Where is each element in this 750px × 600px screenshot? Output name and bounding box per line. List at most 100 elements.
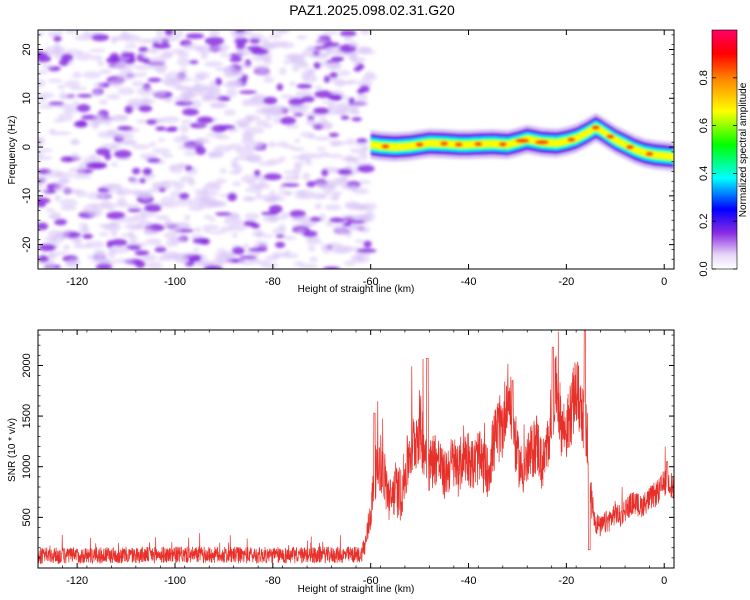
- noise-blob: [325, 46, 334, 55]
- noise-blob: [110, 141, 121, 151]
- noise-blob: [194, 188, 208, 195]
- noise-blob: [161, 116, 180, 124]
- noise-blob: [43, 51, 62, 55]
- x-tick-label: -80: [265, 276, 281, 288]
- noise-blobs: [38, 30, 378, 269]
- noise-blob: [93, 250, 105, 259]
- noise-blob: [229, 56, 242, 63]
- noise-blob: [208, 30, 220, 37]
- noise-blob: [328, 62, 340, 70]
- noise-blob: [71, 156, 84, 161]
- x-tick-label: -60: [363, 276, 379, 288]
- noise-blob: [223, 72, 236, 78]
- y-tick-label: 20: [21, 43, 33, 55]
- noise-blob: [181, 92, 195, 97]
- noise-blob: [106, 93, 121, 100]
- noise-blob: [95, 263, 113, 269]
- noise-blob: [291, 64, 301, 72]
- noise-blob: [74, 34, 94, 41]
- noise-blob: [206, 132, 225, 137]
- noise-blob: [330, 94, 343, 101]
- noise-blob: [261, 234, 275, 238]
- noise-blob: [242, 133, 255, 141]
- noise-blob: [106, 56, 120, 64]
- noise-blob: [329, 141, 349, 146]
- noise-blob: [147, 77, 162, 83]
- noise-blob: [38, 175, 49, 184]
- noise-blob: [163, 231, 178, 240]
- noise-blob: [119, 216, 139, 223]
- noise-blob: [276, 83, 284, 91]
- noise-blob: [342, 222, 352, 227]
- noise-blob: [64, 80, 81, 88]
- noise-blob: [215, 255, 233, 264]
- noise-blob: [108, 79, 124, 88]
- noise-blob: [354, 239, 365, 244]
- noise-blob: [117, 197, 127, 206]
- noise-blob: [149, 141, 157, 147]
- ridge-hotspot: [534, 140, 549, 145]
- noise-blob: [328, 132, 339, 138]
- noise-blob: [210, 151, 225, 158]
- noise-blob: [174, 30, 184, 39]
- x-tick-label: -40: [461, 575, 477, 587]
- noise-blob: [195, 193, 204, 201]
- noise-blob: [86, 191, 106, 200]
- noise-blob: [329, 217, 345, 223]
- noise-blob: [364, 71, 376, 78]
- noise-blob: [59, 198, 78, 207]
- noise-blob: [289, 210, 306, 218]
- noise-blob: [161, 153, 174, 159]
- spectrogram-frame: [37, 29, 675, 270]
- noise-blob: [128, 177, 140, 185]
- noise-blob: [46, 262, 55, 269]
- noise-blob: [293, 173, 301, 180]
- noise-blob: [321, 100, 336, 104]
- snr-panel: -120 -100 -80 -60 -40 -20 0 500 1000 1500 2000 He…: [7, 329, 675, 595]
- noise-blob: [353, 214, 372, 219]
- x-tick-label: 0: [661, 276, 667, 288]
- noise-blob: [173, 135, 191, 144]
- noise-blob: [249, 37, 261, 44]
- noise-blob: [204, 60, 223, 68]
- noise-blob: [38, 69, 49, 75]
- noise-blob: [324, 204, 342, 211]
- noise-blob: [275, 241, 286, 249]
- noise-blob: [347, 220, 366, 224]
- noise-blob: [219, 168, 228, 174]
- spectrogram-noise: [38, 30, 378, 269]
- noise-blob: [279, 67, 287, 75]
- noise-blob: [188, 178, 196, 187]
- ridge-hotspot: [474, 141, 483, 147]
- noise-blob: [137, 212, 157, 217]
- noise-blob: [135, 260, 146, 269]
- noise-blob: [294, 194, 313, 200]
- noise-blob: [263, 173, 282, 181]
- noise-blob: [142, 167, 153, 176]
- noise-blob: [263, 76, 274, 84]
- noise-blob: [146, 261, 163, 269]
- noise-blob: [231, 233, 238, 238]
- noise-blob: [214, 77, 223, 86]
- noise-blob: [323, 266, 341, 269]
- noise-blob: [64, 107, 78, 115]
- noise-blob: [248, 183, 264, 188]
- noise-blob: [265, 115, 272, 122]
- noise-blob: [179, 252, 195, 257]
- noise-blob: [122, 34, 141, 43]
- noise-blob: [139, 153, 157, 160]
- noise-blob: [261, 211, 278, 216]
- noise-blob: [145, 119, 158, 125]
- colorbar-tick-label: 0.2: [698, 214, 710, 229]
- noise-blob: [351, 204, 371, 211]
- noise-blob: [259, 37, 270, 45]
- noise-blob: [284, 54, 299, 61]
- noise-blob: [351, 106, 360, 114]
- noise-blob: [235, 50, 252, 57]
- noise-blob: [160, 180, 178, 185]
- colorbar-tick-label: 0.8: [698, 70, 710, 85]
- ridge-hotspot: [515, 138, 530, 143]
- noise-blob: [177, 50, 190, 59]
